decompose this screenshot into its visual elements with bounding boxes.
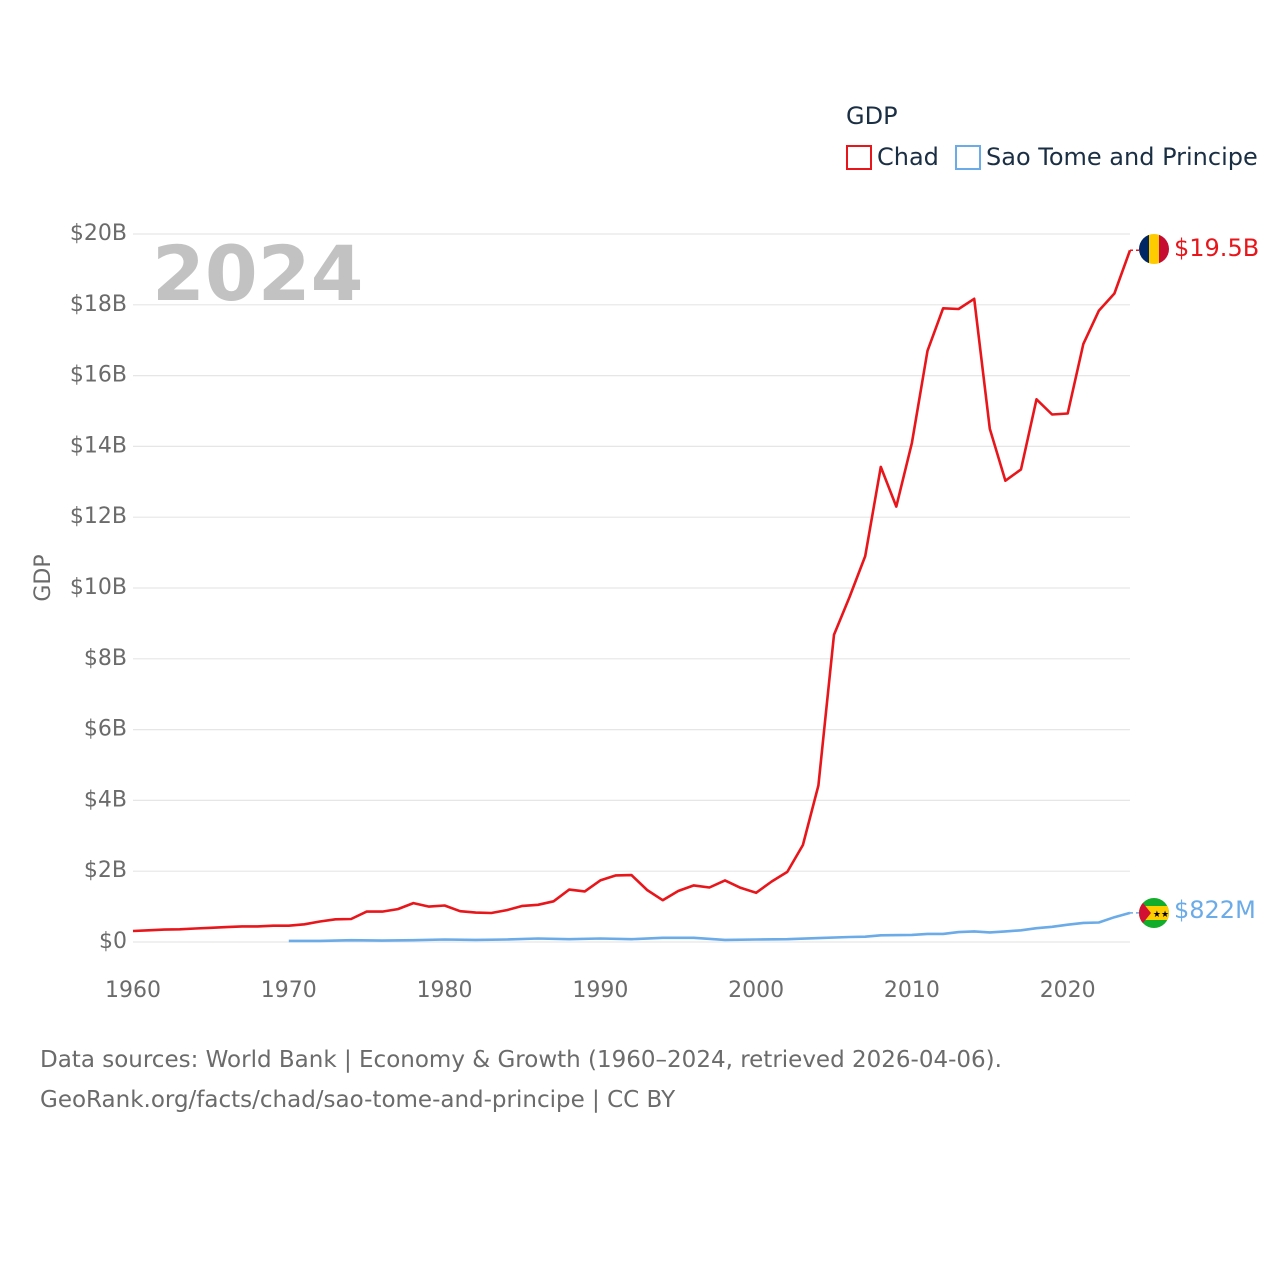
y-tick-label: $2B <box>84 858 127 883</box>
y-axis-label: GDP <box>31 554 56 601</box>
y-axis-ticks: $0 $2B $4B $6B $8B $10B $12B $14B $16B $18B $20B <box>70 221 127 954</box>
x-tick-label: 2000 <box>728 978 784 1003</box>
y-tick-label: $20B <box>70 221 127 246</box>
y-tick-label: $18B <box>70 292 127 317</box>
x-tick-label: 1970 <box>261 978 317 1003</box>
series-line-chad[interactable] <box>132 249 1132 933</box>
legend-label-sao-tome[interactable]: Sao Tome and Principe <box>986 143 1258 171</box>
y-tick-label: $12B <box>70 504 127 529</box>
legend-title: GDP <box>846 102 898 130</box>
data-sources-footer: Data sources: World Bank | Economy & Gro… <box>40 1040 1240 1120</box>
year-watermark: 2024 <box>152 229 364 318</box>
legend-label-chad[interactable]: Chad <box>877 143 939 171</box>
series-line-sao-tome-and-principe[interactable] <box>288 911 1131 943</box>
svg-text:★★: ★★ <box>1153 910 1169 920</box>
y-tick-label: $4B <box>84 787 127 812</box>
y-tick-label: $0 <box>99 929 127 954</box>
x-tick-label: 2010 <box>884 978 940 1003</box>
chad-end-marker: $19.5B <box>1139 234 1259 264</box>
y-tick-label: $6B <box>84 717 127 742</box>
source-link[interactable]: GeoRank.org/facts/chad/sao-tome-and-prin… <box>40 1087 676 1113</box>
sao-tome-end-marker: ★★ $822M <box>1139 896 1256 928</box>
y-tick-label: $14B <box>70 433 127 458</box>
x-tick-label: 1960 <box>105 978 161 1003</box>
y-tick-label: $10B <box>70 575 127 600</box>
sao-tome-flag-icon: ★★ <box>1139 898 1169 928</box>
chad-end-value-label: $19.5B <box>1174 234 1259 262</box>
x-tick-label: 2020 <box>1040 978 1096 1003</box>
chad-flag-icon <box>1139 234 1169 264</box>
sources-line: Data sources: World Bank | Economy & Gro… <box>40 1047 1002 1073</box>
x-tick-label: 1990 <box>572 978 628 1003</box>
legend: GDP Chad Sao Tome and Principe <box>846 102 1258 171</box>
gdp-line-chart: $0 $2B $4B $6B $8B $10B $12B $14B $16B $18B $20B 1… <box>31 102 1259 1003</box>
legend-swatch-chad[interactable] <box>846 145 872 170</box>
x-tick-label: 1980 <box>417 978 473 1003</box>
sao-tome-end-value-label: $822M <box>1174 896 1256 924</box>
y-tick-label: $16B <box>70 363 127 388</box>
y-tick-label: $8B <box>84 646 127 671</box>
legend-swatch-sao-tome[interactable] <box>955 145 981 170</box>
series-lines <box>132 249 1139 943</box>
x-axis-ticks: 1960 1970 1980 1990 2000 2010 2020 <box>105 978 1096 1003</box>
